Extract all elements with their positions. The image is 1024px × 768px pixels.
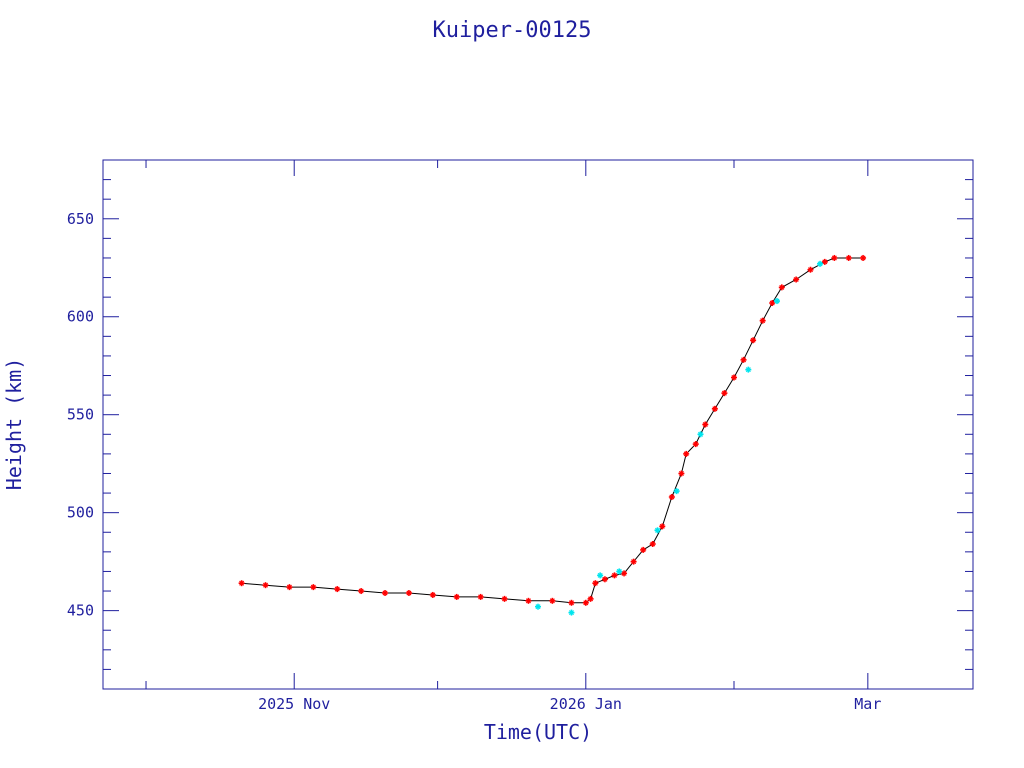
data-point: [477, 593, 484, 600]
data-point: [262, 582, 269, 589]
data-point: [793, 276, 800, 283]
data-point: [611, 572, 618, 579]
x-tick-label: 2025 Nov: [258, 695, 330, 713]
data-point: [860, 254, 867, 261]
data-point: [692, 441, 699, 448]
x-axis-label: Time(UTC): [484, 720, 592, 744]
data-point: [568, 599, 575, 606]
y-tick-label: 600: [67, 308, 94, 326]
trend-path: [241, 257, 864, 604]
data-point-alt: [745, 366, 752, 373]
y-tick-label: 500: [67, 504, 94, 522]
data-point: [640, 546, 647, 553]
data-point: [334, 586, 341, 593]
data-point: [630, 558, 637, 565]
data-point-alt: [597, 572, 604, 579]
y-axis-ticks: 450 500 550 600 650: [67, 159, 973, 690]
x-axis-ticks: 2025 Nov 2026 Jan Mar: [145, 160, 881, 713]
data-point-alt: [535, 603, 541, 610]
data-point: [702, 421, 709, 428]
data-point: [621, 570, 628, 577]
plot-frame: [102, 159, 974, 690]
data-point: [845, 254, 852, 261]
data-point: [711, 405, 718, 412]
data-point: [405, 589, 412, 596]
data-point: [740, 356, 747, 363]
data-point: [778, 284, 785, 291]
data-point: [807, 266, 814, 273]
data-point: [721, 390, 728, 397]
data-point-alt: [616, 568, 623, 575]
data-point-alt: [673, 488, 680, 495]
data-point: [678, 470, 685, 477]
data-point: [582, 599, 589, 606]
data-point: [601, 576, 608, 583]
data-point: [453, 593, 460, 600]
data-point: [429, 591, 436, 598]
data-point-alt: [774, 298, 781, 305]
data-point: [592, 580, 599, 587]
data-point: [831, 254, 838, 261]
data-point: [683, 450, 690, 457]
data-point: [668, 493, 675, 500]
data-point: [769, 300, 776, 307]
data-point: [587, 595, 594, 602]
chart-title: Kuiper-00125: [433, 18, 592, 43]
y-tick-label: 450: [67, 602, 94, 620]
data-point: [382, 589, 389, 596]
data-point: [525, 597, 532, 604]
data-points: [238, 254, 867, 616]
data-point-alt: [654, 527, 661, 534]
y-tick-label: 550: [67, 406, 94, 424]
data-point: [286, 584, 293, 591]
data-point: [358, 588, 365, 595]
data-point: [549, 597, 556, 604]
x-tick-label: Mar: [854, 695, 881, 713]
data-point: [750, 337, 757, 344]
data-point-alt: [817, 260, 824, 267]
data-point: [759, 317, 766, 324]
data-point: [310, 584, 317, 591]
data-point: [821, 258, 828, 265]
data-point: [730, 374, 737, 381]
data-point-alt: [697, 431, 704, 438]
y-axis-label: Height (km): [2, 358, 26, 490]
data-point-alt: [568, 609, 575, 616]
data-point: [659, 523, 666, 530]
data-point: [649, 541, 656, 548]
data-point: [501, 595, 508, 602]
y-tick-label: 650: [67, 210, 94, 228]
trend-line: [241, 257, 864, 604]
data-point: [238, 580, 245, 587]
x-tick-label: 2026 Jan: [550, 695, 622, 713]
